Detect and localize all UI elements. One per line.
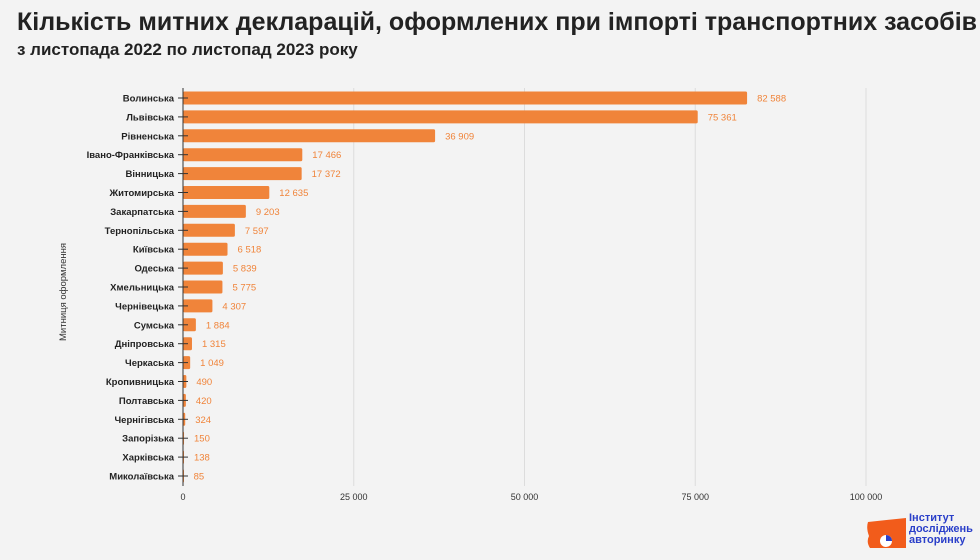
chart-subtitle: з листопада 2022 по листопад 2023 року	[17, 40, 358, 59]
category-label: Миколаївська	[109, 472, 174, 483]
value-label: 82 588	[757, 94, 786, 105]
category-label: Полтавська	[119, 396, 175, 407]
logo-text: Інститут досліджень авторинку	[909, 513, 973, 546]
category-label: Сумська	[134, 320, 175, 331]
value-label: 138	[194, 453, 210, 464]
category-label: Закарпатська	[110, 207, 175, 218]
bar	[183, 280, 223, 294]
value-label: 1 884	[206, 320, 230, 331]
category-label: Київська	[133, 245, 175, 256]
value-label: 5 775	[232, 283, 256, 294]
category-label: Одеська	[134, 264, 174, 275]
category-label: Кропивницька	[106, 377, 175, 388]
bar	[183, 242, 228, 256]
category-label: Харківська	[122, 453, 174, 464]
logo-icon	[867, 518, 906, 548]
x-tick-label: 100 000	[850, 492, 883, 502]
bar	[183, 318, 196, 332]
value-label: 75 361	[708, 112, 737, 123]
category-label: Чернігівська	[114, 415, 174, 426]
category-label: Хмельницька	[110, 283, 175, 294]
category-label: Львівська	[126, 112, 174, 123]
bar	[183, 204, 246, 218]
logo-line: досліджень	[909, 523, 973, 535]
value-label: 17 372	[312, 169, 341, 180]
value-label: 1 049	[200, 358, 224, 369]
bar	[183, 129, 436, 143]
category-label: Тернопільська	[105, 226, 175, 237]
value-label: 7 597	[245, 226, 269, 237]
value-label: 490	[196, 377, 212, 388]
category-label: Вінницька	[125, 169, 174, 180]
category-label: Волинська	[123, 94, 175, 105]
x-tick-label: 25 000	[340, 492, 368, 502]
value-label: 420	[196, 396, 212, 407]
x-tick-label: 0	[180, 492, 185, 502]
value-label: 150	[194, 434, 210, 445]
value-label: 4 307	[222, 301, 246, 312]
bar	[183, 299, 213, 313]
value-label: 85	[194, 472, 205, 483]
value-label: 324	[195, 415, 211, 426]
category-label: Житомирська	[109, 188, 175, 199]
logo-line: авторинку	[909, 534, 966, 546]
value-label: 17 466	[312, 150, 341, 161]
category-label: Черкаська	[125, 358, 175, 369]
bar	[183, 223, 235, 237]
value-label: 5 839	[233, 264, 257, 275]
value-label: 6 518	[238, 245, 262, 256]
bar	[183, 261, 223, 275]
chart-title: Кількість митних декларацій, оформлених …	[17, 8, 978, 36]
category-label: Івано-Франківська	[87, 150, 175, 161]
value-label: 12 635	[279, 188, 308, 199]
category-label: Запорізька	[122, 434, 175, 445]
y-axis-title: Митниця оформлення	[58, 243, 69, 341]
bar	[183, 148, 303, 162]
value-label: 36 909	[445, 131, 474, 142]
x-tick-label: 50 000	[511, 492, 539, 502]
x-tick-label: 75 000	[681, 492, 709, 502]
bar	[183, 167, 302, 181]
value-label: 9 203	[256, 207, 280, 218]
logo-line: Інститут	[909, 512, 955, 524]
value-label: 1 315	[202, 339, 226, 350]
bar	[183, 110, 698, 124]
category-label: Чернівецька	[115, 301, 175, 312]
category-label: Рівненська	[121, 131, 174, 142]
category-label: Дніпровська	[115, 339, 175, 350]
bar	[183, 91, 748, 105]
bar	[183, 186, 270, 199]
